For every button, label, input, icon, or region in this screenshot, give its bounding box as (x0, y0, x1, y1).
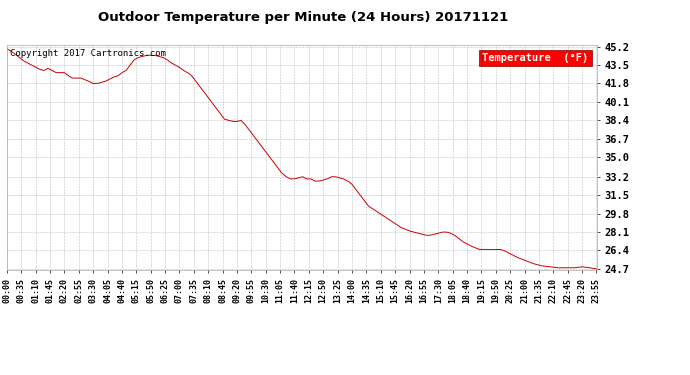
Legend: Temperature  (°F): Temperature (°F) (479, 50, 591, 66)
Text: Outdoor Temperature per Minute (24 Hours) 20171121: Outdoor Temperature per Minute (24 Hours… (99, 11, 509, 24)
Text: Copyright 2017 Cartronics.com: Copyright 2017 Cartronics.com (10, 50, 166, 58)
